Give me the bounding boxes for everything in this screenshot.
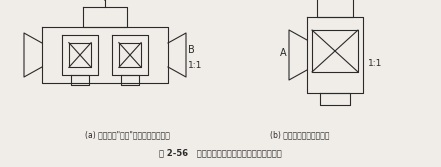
Text: 图 2-56   并联输入器件沟道尺寸与倒相器的比较: 图 2-56 并联输入器件沟道尺寸与倒相器的比较: [159, 148, 281, 157]
Text: (b) 倒相器输入器件宽长比: (b) 倒相器输入器件宽长比: [270, 130, 329, 139]
Text: 1:1: 1:1: [188, 60, 202, 69]
Text: 1:1: 1:1: [368, 58, 382, 67]
Text: A: A: [280, 48, 287, 58]
Text: B: B: [188, 45, 195, 55]
Text: (a) 两输入端"或非"门输入器件宽长比: (a) 两输入端"或非"门输入器件宽长比: [85, 130, 170, 139]
